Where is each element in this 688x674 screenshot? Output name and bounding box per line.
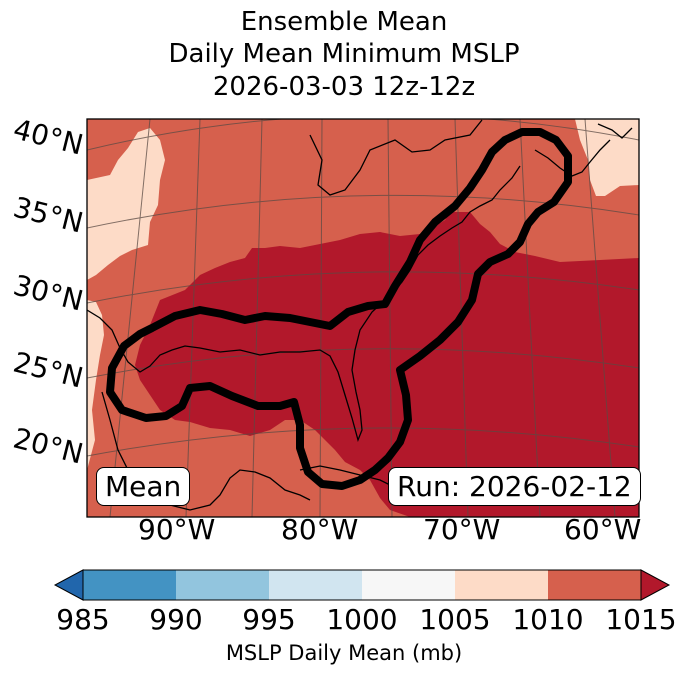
colorbar-bin-985-990 <box>83 570 176 600</box>
lon-label-80w: 80°W <box>281 513 359 546</box>
field-1005-1010-west <box>87 300 104 470</box>
lon-label-60w: 60°W <box>564 513 642 546</box>
colorbar <box>53 569 671 601</box>
map-frame <box>86 118 640 518</box>
lon-label-70w: 70°W <box>423 513 501 546</box>
colorbar-bin-1010-1015 <box>548 570 641 600</box>
colorbar-tick-1010: 1010 <box>512 603 584 636</box>
colorbar-label: MSLP Daily Mean (mb) <box>225 641 463 665</box>
colorbar-bin-990-995 <box>176 570 269 600</box>
colorbar-tick-1000: 1000 <box>326 603 398 636</box>
colorbar-bin-1005-1010 <box>455 570 548 600</box>
colorbar-bin-995-1000 <box>269 570 362 600</box>
colorbar-extend-low <box>53 569 84 601</box>
title-line-2: Daily Mean Minimum MSLP <box>168 39 520 69</box>
colorbar-frame <box>82 569 642 601</box>
colorbar-tick-1005: 1005 <box>419 603 491 636</box>
mean-badge: Mean <box>96 467 191 506</box>
colorbar-bin-1000-1005 <box>362 570 455 600</box>
title-line-1: Ensemble Mean <box>240 7 448 37</box>
threshold-contour <box>106 128 572 490</box>
lon-label-90w: 90°W <box>138 513 216 546</box>
run-date-badge: Run: 2026-02-12 <box>388 467 641 506</box>
colorbar-extend-high <box>640 569 671 601</box>
colorbar-tick-1015: 1015 <box>605 603 677 636</box>
field-1015-plus <box>135 212 639 517</box>
colorbar-tick-985: 985 <box>56 603 110 636</box>
title-line-3: 2026-03-03 12z-12z <box>212 72 476 102</box>
map-field <box>87 119 639 517</box>
colorbar-tick-995: 995 <box>242 603 296 636</box>
colorbar-tick-990: 990 <box>149 603 203 636</box>
field-1005-1010-northeast <box>575 119 639 196</box>
